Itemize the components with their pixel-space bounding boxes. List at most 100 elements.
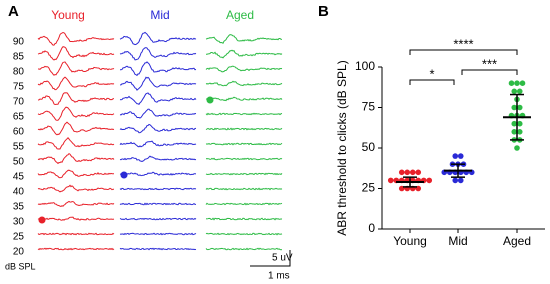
- waveform: [37, 216, 115, 221]
- panel-label: B: [318, 3, 329, 20]
- waveform: [205, 202, 283, 206]
- scale-time: 1 ms: [268, 271, 290, 282]
- waveform: [119, 202, 196, 206]
- waveform: [37, 76, 115, 91]
- point: [508, 80, 515, 86]
- y-tick-label: 100: [355, 59, 375, 73]
- significance-label: ***: [482, 56, 497, 71]
- point: [511, 104, 518, 111]
- group-title: Aged: [226, 8, 254, 22]
- waveform: [119, 123, 197, 134]
- waveform: [119, 232, 197, 236]
- waveform: [37, 121, 115, 136]
- waveform: [205, 65, 283, 73]
- x-tick-label: Mid: [448, 234, 467, 248]
- waveform: [37, 200, 115, 207]
- waveform: [37, 232, 115, 236]
- y-tick-label: 25: [362, 181, 376, 195]
- y-tick-label: 50: [362, 140, 376, 154]
- level-label: 75: [13, 82, 25, 93]
- point: [514, 145, 520, 151]
- waveform: [119, 247, 197, 251]
- point: [516, 120, 523, 127]
- point: [519, 80, 526, 86]
- significance-label: ****: [453, 36, 473, 51]
- y-axis-label: ABR threshold to clicks (dB SPL): [335, 60, 349, 235]
- waveform: [119, 31, 197, 46]
- significance-bracket: [409, 49, 518, 55]
- point: [511, 120, 518, 127]
- waveform: [119, 61, 197, 77]
- waveform: [205, 217, 283, 221]
- level-unit: dB SPL: [5, 261, 36, 271]
- point: [452, 153, 459, 159]
- point: [426, 177, 433, 184]
- waveform: [206, 49, 283, 59]
- scale-amplitude: 5 uV: [272, 253, 293, 264]
- level-label: 85: [13, 52, 25, 63]
- waveform: [37, 31, 115, 46]
- significance-bracket: [409, 79, 455, 85]
- waveform: [205, 247, 283, 251]
- group-title: Mid: [150, 8, 169, 22]
- threshold-dot: [120, 171, 128, 179]
- level-label: 30: [13, 217, 25, 228]
- waveform: [38, 61, 115, 76]
- x-tick-label: Young: [393, 234, 427, 248]
- point: [387, 177, 394, 184]
- point: [452, 177, 459, 184]
- point: [516, 129, 523, 135]
- scale-bar: [250, 250, 291, 267]
- significance-label: *: [429, 66, 434, 81]
- waveform: [37, 184, 115, 193]
- level-label: 90: [13, 37, 25, 48]
- waveform: [119, 140, 197, 148]
- waveform: [120, 76, 197, 91]
- level-label: 50: [13, 157, 25, 168]
- waveform: [119, 217, 197, 221]
- waveform: [205, 187, 283, 191]
- waveform: [119, 187, 197, 191]
- point: [514, 80, 520, 86]
- point: [457, 153, 464, 159]
- waveform: [37, 92, 115, 106]
- y-tick-label: 0: [368, 221, 375, 235]
- level-label: 65: [13, 112, 25, 123]
- point: [511, 88, 518, 95]
- point: [404, 169, 411, 176]
- level-label: 60: [13, 127, 25, 138]
- y-tick-label: 75: [362, 100, 376, 114]
- waveform: [205, 127, 283, 131]
- point: [516, 88, 523, 95]
- point: [516, 104, 523, 111]
- level-label: 20: [13, 247, 25, 258]
- point: [457, 177, 464, 184]
- waveform: [119, 108, 197, 119]
- waveform: [205, 232, 283, 236]
- point: [511, 129, 518, 135]
- waveform: [205, 80, 283, 87]
- waveform: [205, 157, 283, 161]
- waveform: [37, 247, 115, 251]
- point: [398, 169, 405, 176]
- waveform: [119, 92, 197, 105]
- waveform: [205, 142, 283, 146]
- waveform: [37, 46, 115, 61]
- level-label: 35: [13, 202, 25, 213]
- waveform: [37, 106, 115, 121]
- threshold-dot: [206, 96, 214, 104]
- level-label: 55: [13, 142, 25, 153]
- waveform: [119, 155, 197, 163]
- significance-bracket: [461, 69, 518, 75]
- waveform: [205, 112, 283, 116]
- waveform: [37, 169, 115, 179]
- level-label: 70: [13, 97, 25, 108]
- waveform: [37, 152, 115, 165]
- waveform: [205, 172, 283, 176]
- level-label: 80: [13, 67, 25, 78]
- point: [409, 169, 416, 176]
- x-tick-label: Aged: [503, 234, 531, 248]
- waveform: [37, 137, 115, 150]
